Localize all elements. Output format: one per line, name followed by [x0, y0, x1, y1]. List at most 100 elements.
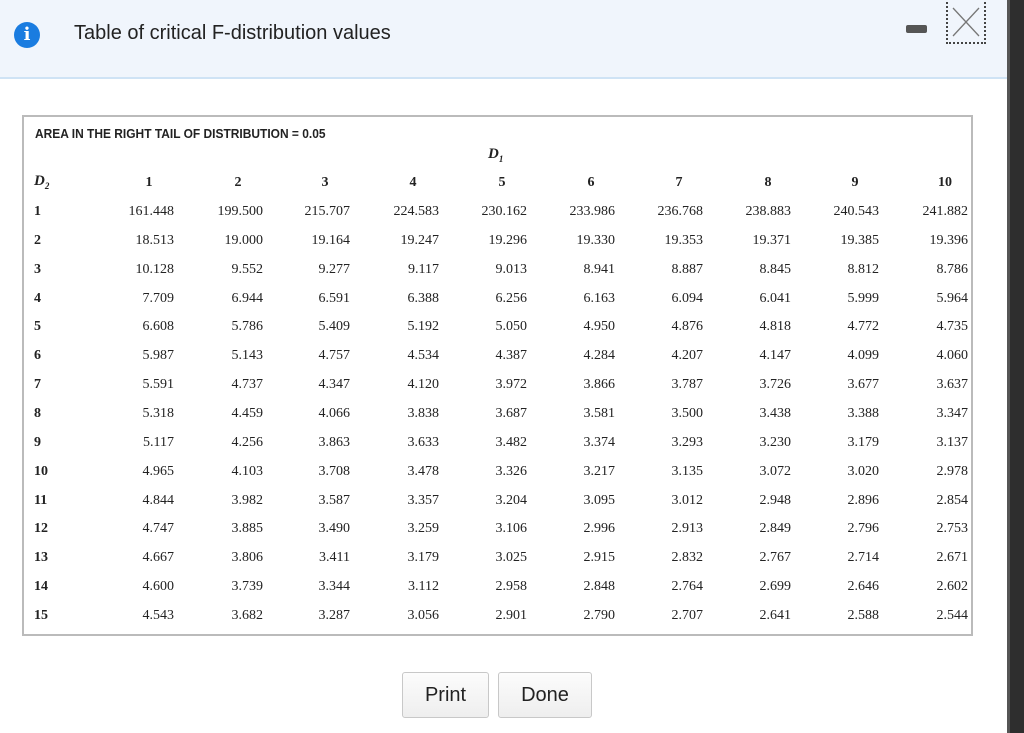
table-cell: 4.950	[583, 319, 616, 335]
table-cell: 3.726	[759, 377, 792, 393]
table-cell: 3.787	[671, 377, 704, 393]
table-cell: 5.964	[936, 290, 969, 306]
row-header: 13	[34, 550, 48, 566]
table-cell: 2.901	[495, 607, 528, 623]
table-cell: 4.876	[671, 319, 704, 335]
table-row: 12 4.747 3.885 3.490 3.259 3.106 2.996 2.913 2.8…	[24, 521, 971, 541]
table-cell: 19.371	[752, 232, 792, 248]
column-header: 5	[498, 175, 506, 190]
row-header: 11	[34, 492, 48, 508]
table-cell: 9.277	[318, 261, 351, 277]
table-cell: 3.388	[847, 405, 880, 421]
table-cell: 8.845	[759, 261, 792, 277]
table-cell: 9.552	[231, 261, 264, 277]
column-header: 7	[675, 175, 683, 190]
table-cell: 5.050	[495, 319, 528, 335]
dialog-header: i Table of critical F-distribution value…	[0, 0, 1007, 79]
row-header: 12	[34, 521, 48, 537]
table-cell: 4.347	[318, 377, 351, 393]
table-cell: 4.099	[847, 348, 880, 364]
table-cell: 3.020	[847, 463, 880, 479]
table-cell: 3.863	[318, 434, 351, 450]
table-cell: 3.056	[407, 607, 440, 623]
table-cell: 3.347	[936, 405, 969, 421]
close-button[interactable]	[946, 2, 986, 44]
column-header: 2	[234, 175, 242, 190]
table-cell: 3.025	[495, 550, 528, 566]
d2-axis-label: D2	[34, 173, 49, 191]
table-row: 4 7.709 6.944 6.591 6.388 6.256 6.163 6.094 6.04…	[24, 291, 971, 311]
table-cell: 161.448	[128, 204, 175, 219]
table-cell: 4.207	[671, 348, 704, 364]
table-cell: 4.534	[407, 348, 440, 364]
table-cell: 4.737	[231, 377, 264, 393]
table-cell: 3.677	[847, 377, 880, 393]
table-cell: 230.162	[481, 204, 528, 219]
table-cell: 3.112	[408, 579, 439, 595]
table-cell: 8.786	[936, 261, 969, 277]
table-cell: 224.583	[393, 204, 440, 219]
table-cell: 19.000	[224, 232, 264, 248]
table-cell: 5.409	[318, 319, 351, 335]
table-cell: 3.637	[936, 377, 969, 393]
table-cell: 2.641	[759, 607, 792, 623]
table-cell: 3.179	[847, 434, 880, 450]
table-row: 13 4.667 3.806 3.411 3.179 3.025 2.915 2.832 2.7…	[24, 550, 971, 570]
scrollbar[interactable]	[1007, 0, 1024, 733]
table-cell: 2.764	[671, 579, 704, 595]
table-cell: 2.671	[936, 550, 969, 566]
table-cell: 3.095	[583, 492, 616, 508]
table-cell: 3.287	[318, 607, 351, 623]
minimize-button[interactable]	[906, 25, 927, 33]
d2-subscript: 2	[44, 181, 50, 191]
column-header: 3	[321, 175, 329, 190]
table-cell: 8.887	[671, 261, 704, 277]
table-cell: 3.581	[583, 405, 616, 421]
info-icon: i	[14, 22, 40, 48]
table-cell: 2.958	[495, 579, 528, 595]
table-cell: 3.490	[318, 521, 351, 537]
table-row: 1 161.448 199.500 215.707 224.583 230.162 233.…	[24, 204, 971, 224]
table-cell: 2.767	[759, 550, 792, 566]
table-cell: 4.747	[142, 521, 175, 537]
table-cell: 2.544	[936, 607, 969, 623]
table-cell: 3.179	[407, 550, 440, 566]
table-cell: 2.915	[583, 550, 616, 566]
table-cell: 3.012	[671, 492, 704, 508]
table-cell: 19.164	[311, 232, 351, 248]
table-cell: 5.786	[231, 319, 264, 335]
done-button[interactable]: Done	[498, 672, 592, 718]
table-cell: 199.500	[217, 204, 264, 219]
table-row: 11 4.844 3.982 3.587 3.357 3.204 3.095 3.012 2.9…	[24, 493, 971, 513]
table-cell: 4.600	[142, 579, 175, 595]
row-header: 7	[34, 377, 41, 393]
table-cell: 4.818	[759, 319, 792, 335]
table-row: 5 6.608 5.786 5.409 5.192 5.050 4.950 4.876 4.81…	[24, 319, 971, 339]
table-cell: 19.330	[576, 232, 616, 248]
table-cell: 3.682	[231, 607, 264, 623]
table-cell: 4.256	[231, 434, 264, 450]
row-header: 8	[34, 405, 41, 421]
table-cell: 5.117	[143, 434, 174, 450]
table-cell: 3.687	[495, 405, 528, 421]
row-header: 14	[34, 579, 48, 595]
table-cell: 6.944	[231, 290, 264, 306]
table-cell: 3.478	[407, 463, 440, 479]
table-cell: 4.284	[583, 348, 616, 364]
table-row: 10 4.965 4.103 3.708 3.478 3.326 3.217 3.135 3.0…	[24, 464, 971, 484]
print-button[interactable]: Print	[402, 672, 489, 718]
table-cell: 3.411	[319, 550, 350, 566]
table-cell: 2.588	[847, 607, 880, 623]
table-cell: 5.987	[142, 348, 175, 364]
table-row: 7 5.591 4.737 4.347 4.120 3.972 3.866 3.787 3.72…	[24, 377, 971, 397]
row-header: 1	[34, 204, 41, 219]
table-cell: 6.163	[583, 290, 616, 306]
table-cell: 3.972	[495, 377, 528, 393]
table-cell: 3.204	[495, 492, 528, 508]
table-cell: 3.217	[583, 463, 616, 479]
table-cell: 3.344	[318, 579, 351, 595]
table-cell: 2.699	[759, 579, 792, 595]
row-header: 2	[34, 232, 41, 248]
table-cell: 3.357	[407, 492, 440, 508]
table-cell: 3.708	[318, 463, 351, 479]
